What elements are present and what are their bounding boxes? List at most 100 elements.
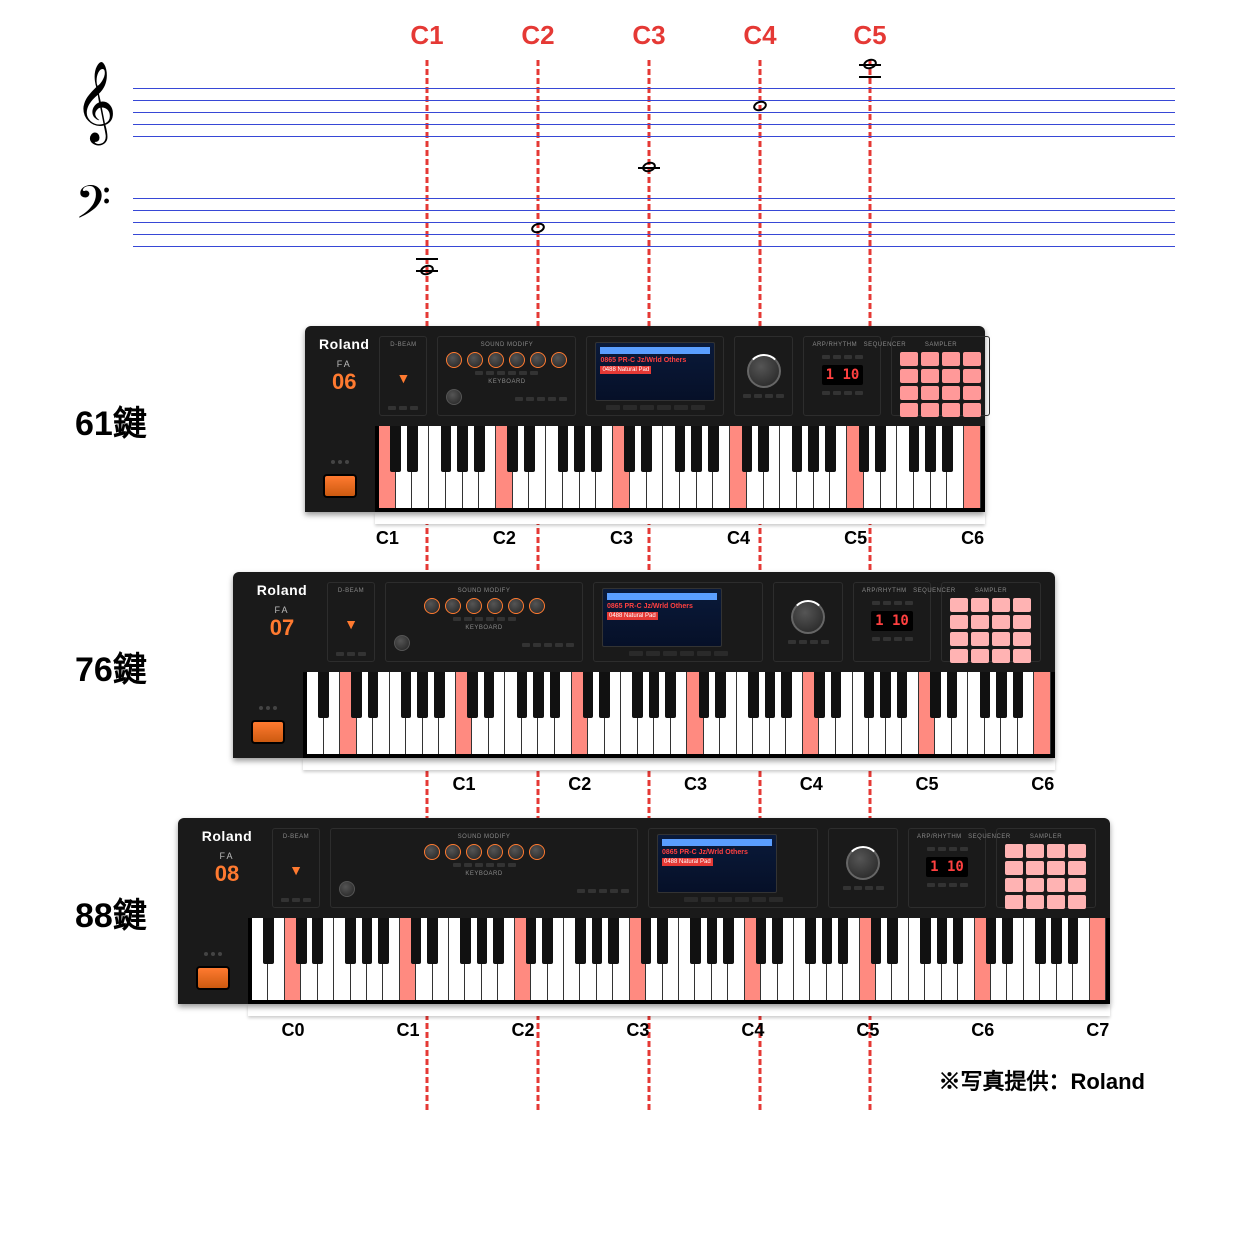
knob-icon[interactable] bbox=[530, 352, 546, 368]
white-key[interactable] bbox=[1018, 672, 1035, 754]
knob-icon[interactable] bbox=[551, 352, 567, 368]
pitch-bend-wheel[interactable] bbox=[196, 966, 230, 990]
white-key[interactable] bbox=[881, 426, 898, 508]
white-key[interactable] bbox=[753, 672, 770, 754]
sample-pad[interactable] bbox=[992, 649, 1010, 663]
white-key[interactable] bbox=[935, 672, 952, 754]
white-key[interactable] bbox=[522, 672, 539, 754]
soft-button[interactable] bbox=[674, 405, 688, 410]
sample-pad[interactable] bbox=[963, 369, 981, 383]
white-key[interactable] bbox=[412, 426, 429, 508]
white-key[interactable] bbox=[647, 426, 664, 508]
white-key[interactable] bbox=[761, 918, 777, 1000]
white-key[interactable] bbox=[252, 918, 268, 1000]
knob-icon[interactable] bbox=[467, 352, 483, 368]
white-key[interactable] bbox=[728, 918, 744, 1000]
white-key[interactable] bbox=[663, 426, 680, 508]
sample-pad[interactable] bbox=[1005, 861, 1023, 875]
white-key[interactable] bbox=[680, 426, 697, 508]
white-key[interactable] bbox=[482, 918, 498, 1000]
sample-pad[interactable] bbox=[942, 386, 960, 400]
soft-button[interactable] bbox=[657, 405, 671, 410]
sample-pad[interactable] bbox=[1068, 878, 1086, 892]
knob-icon[interactable] bbox=[487, 598, 503, 614]
white-key[interactable] bbox=[737, 672, 754, 754]
white-key[interactable] bbox=[897, 426, 914, 508]
sample-pad[interactable] bbox=[921, 352, 939, 366]
soft-button[interactable] bbox=[735, 897, 749, 902]
white-key[interactable] bbox=[367, 918, 383, 1000]
white-key[interactable] bbox=[596, 426, 613, 508]
white-key[interactable] bbox=[712, 918, 728, 1000]
value-dial-icon[interactable] bbox=[747, 354, 781, 388]
white-key[interactable] bbox=[621, 672, 638, 754]
white-key[interactable] bbox=[770, 672, 787, 754]
sample-pad[interactable] bbox=[942, 352, 960, 366]
white-key-c-highlight[interactable] bbox=[803, 672, 820, 754]
sample-pad[interactable] bbox=[1068, 844, 1086, 858]
sample-pad[interactable] bbox=[1005, 878, 1023, 892]
soft-button[interactable] bbox=[680, 651, 694, 656]
white-key[interactable] bbox=[307, 672, 324, 754]
white-key[interactable] bbox=[638, 672, 655, 754]
white-key[interactable] bbox=[529, 426, 546, 508]
sample-pad[interactable] bbox=[950, 615, 968, 629]
white-key[interactable] bbox=[713, 426, 730, 508]
white-key[interactable] bbox=[1057, 918, 1073, 1000]
white-key[interactable] bbox=[794, 918, 810, 1000]
white-key-c-highlight[interactable] bbox=[515, 918, 531, 1000]
white-key[interactable] bbox=[909, 918, 925, 1000]
sample-pad[interactable] bbox=[1026, 878, 1044, 892]
white-key[interactable] bbox=[797, 426, 814, 508]
white-key[interactable] bbox=[914, 426, 931, 508]
white-key[interactable] bbox=[952, 672, 969, 754]
white-key[interactable] bbox=[597, 918, 613, 1000]
sample-pad[interactable] bbox=[971, 598, 989, 612]
knob-icon[interactable] bbox=[445, 844, 461, 860]
white-key[interactable] bbox=[357, 672, 374, 754]
sample-pad[interactable] bbox=[1047, 861, 1065, 875]
white-key[interactable] bbox=[513, 426, 530, 508]
white-key[interactable] bbox=[563, 426, 580, 508]
sample-pad[interactable] bbox=[963, 403, 981, 417]
white-key[interactable] bbox=[546, 426, 563, 508]
white-key-c-highlight[interactable] bbox=[379, 426, 396, 508]
white-key[interactable] bbox=[465, 918, 481, 1000]
white-key[interactable] bbox=[555, 672, 572, 754]
white-key[interactable] bbox=[489, 672, 506, 754]
white-key[interactable] bbox=[720, 672, 737, 754]
white-key[interactable] bbox=[747, 426, 764, 508]
knob-icon[interactable] bbox=[446, 352, 462, 368]
soft-button[interactable] bbox=[606, 405, 620, 410]
knob-icon[interactable] bbox=[508, 844, 524, 860]
white-key-c-highlight[interactable] bbox=[456, 672, 473, 754]
white-key[interactable] bbox=[580, 918, 596, 1000]
sample-pad[interactable] bbox=[963, 386, 981, 400]
sample-pad[interactable] bbox=[992, 615, 1010, 629]
white-key[interactable] bbox=[334, 918, 350, 1000]
white-key[interactable] bbox=[786, 672, 803, 754]
sample-pad[interactable] bbox=[1026, 895, 1044, 909]
white-key[interactable] bbox=[390, 672, 407, 754]
white-key[interactable] bbox=[1024, 918, 1040, 1000]
white-key[interactable] bbox=[1007, 918, 1023, 1000]
white-key[interactable] bbox=[318, 918, 334, 1000]
knob-icon[interactable] bbox=[529, 598, 545, 614]
soft-button[interactable] bbox=[623, 405, 637, 410]
sample-pad[interactable] bbox=[963, 352, 981, 366]
sample-pad[interactable] bbox=[971, 632, 989, 646]
white-key[interactable] bbox=[947, 426, 964, 508]
sample-pad[interactable] bbox=[1068, 861, 1086, 875]
white-key[interactable] bbox=[991, 918, 1007, 1000]
soft-button[interactable] bbox=[769, 897, 783, 902]
white-key-c-highlight[interactable] bbox=[630, 918, 646, 1000]
knob-icon[interactable] bbox=[509, 352, 525, 368]
white-key[interactable] bbox=[439, 672, 456, 754]
soft-button[interactable] bbox=[714, 651, 728, 656]
white-key[interactable] bbox=[605, 672, 622, 754]
soft-button[interactable] bbox=[646, 651, 660, 656]
sample-pad[interactable] bbox=[900, 386, 918, 400]
white-key[interactable] bbox=[764, 426, 781, 508]
white-key-c-highlight[interactable] bbox=[687, 672, 704, 754]
sample-pad[interactable] bbox=[900, 369, 918, 383]
